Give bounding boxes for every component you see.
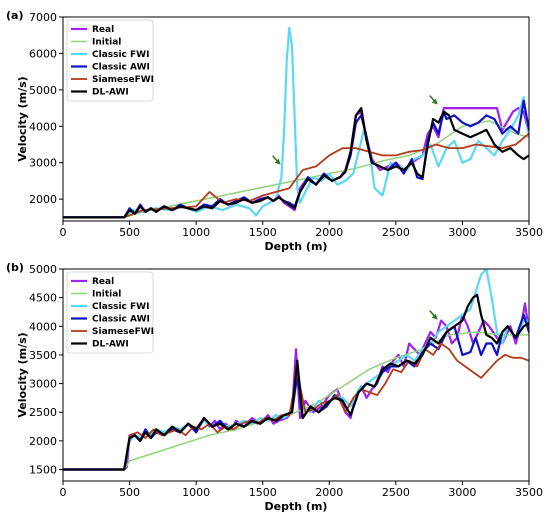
series-group	[63, 26, 529, 219]
legend-label: SiameseFWI	[92, 75, 154, 85]
legend-label: DL-AWI	[92, 340, 129, 350]
legend-box	[66, 19, 154, 102]
x-tick-label: 2000	[315, 226, 343, 239]
x-tick-label: 2500	[382, 486, 410, 499]
annotation-arrow	[429, 310, 438, 320]
series-line-siamesefwi	[63, 342, 529, 471]
legend-label: SiameseFWI	[92, 327, 154, 337]
panel-label: (a)	[6, 9, 23, 22]
legend-label: Classic AWI	[92, 63, 150, 73]
legend-label: Classic FWI	[92, 50, 149, 60]
x-tick-label: 3500	[515, 486, 543, 499]
y-tick-label: 3000	[29, 157, 57, 170]
legend: Real Initial Classic FWI Classic AWI Siamese…	[66, 19, 154, 102]
x-axis-label: Depth (m)	[265, 500, 328, 513]
plot-frame	[62, 16, 530, 222]
x-tick-label: 1500	[249, 226, 277, 239]
y-tick-label: 4000	[29, 120, 57, 133]
legend-label: Initial	[92, 290, 121, 300]
y-tick-label: 1500	[29, 464, 57, 477]
y-tick-label: 3500	[29, 349, 57, 362]
y-tick-label: 6000	[29, 47, 57, 60]
plot-frame	[62, 268, 530, 482]
legend-label: Real	[92, 277, 114, 287]
y-tick-label: 3000	[29, 378, 57, 391]
y-tick-label: 4500	[29, 292, 57, 305]
y-tick-label: 7000	[29, 11, 57, 24]
series-line-dl-awi	[63, 106, 529, 219]
y-tick-label: 2000	[29, 193, 57, 206]
y-tick-label: 4000	[29, 320, 57, 333]
x-tick-label: 3500	[515, 226, 543, 239]
series-line-siamesefwi	[63, 132, 529, 219]
x-tick-label: 0	[60, 486, 67, 499]
x-tick-label: 1500	[249, 486, 277, 499]
x-tick-label: 2000	[315, 486, 343, 499]
x-axis-label: Depth (m)	[265, 240, 328, 253]
x-tick-label: 1000	[182, 486, 210, 499]
x-tick-label: 3000	[448, 226, 476, 239]
legend-label: Real	[92, 25, 114, 35]
y-tick-label: 5000	[29, 263, 57, 276]
legend: Real Initial Classic FWI Classic AWI Siamese…	[66, 271, 154, 354]
y-tick-label: 5000	[29, 84, 57, 97]
panel-b: 0 500 1000 1500 2000 2500 3000 3500 1500 2000 2500…	[6, 261, 543, 513]
panel-label: (b)	[6, 261, 24, 274]
x-tick-label: 1000	[182, 226, 210, 239]
series-line-classic-fwi	[63, 26, 529, 219]
legend-label: Initial	[92, 38, 121, 48]
x-tick-label: 2500	[382, 226, 410, 239]
series-line-dl-awi	[63, 293, 529, 471]
x-tick-label: 500	[119, 486, 140, 499]
annotation-arrow	[272, 155, 281, 165]
y-axis-label: Velocity (m/s)	[16, 76, 29, 161]
legend-label: DL-AWI	[92, 88, 129, 98]
legend-label: Classic AWI	[92, 315, 150, 325]
x-tick-label: 3000	[448, 486, 476, 499]
series-group	[63, 269, 529, 471]
y-tick-label: 2000	[29, 435, 57, 448]
x-tick-label: 0	[60, 226, 67, 239]
y-tick-label: 2500	[29, 406, 57, 419]
legend-box	[66, 271, 154, 354]
y-axis-label: Velocity (m/s)	[16, 332, 29, 417]
annotation-arrow	[429, 95, 438, 105]
panel-a: 0 500 1000 1500 2000 2500 3000 3500 2000 3000 4000…	[6, 9, 543, 253]
legend-label: Classic FWI	[92, 302, 149, 312]
x-tick-label: 500	[119, 226, 140, 239]
